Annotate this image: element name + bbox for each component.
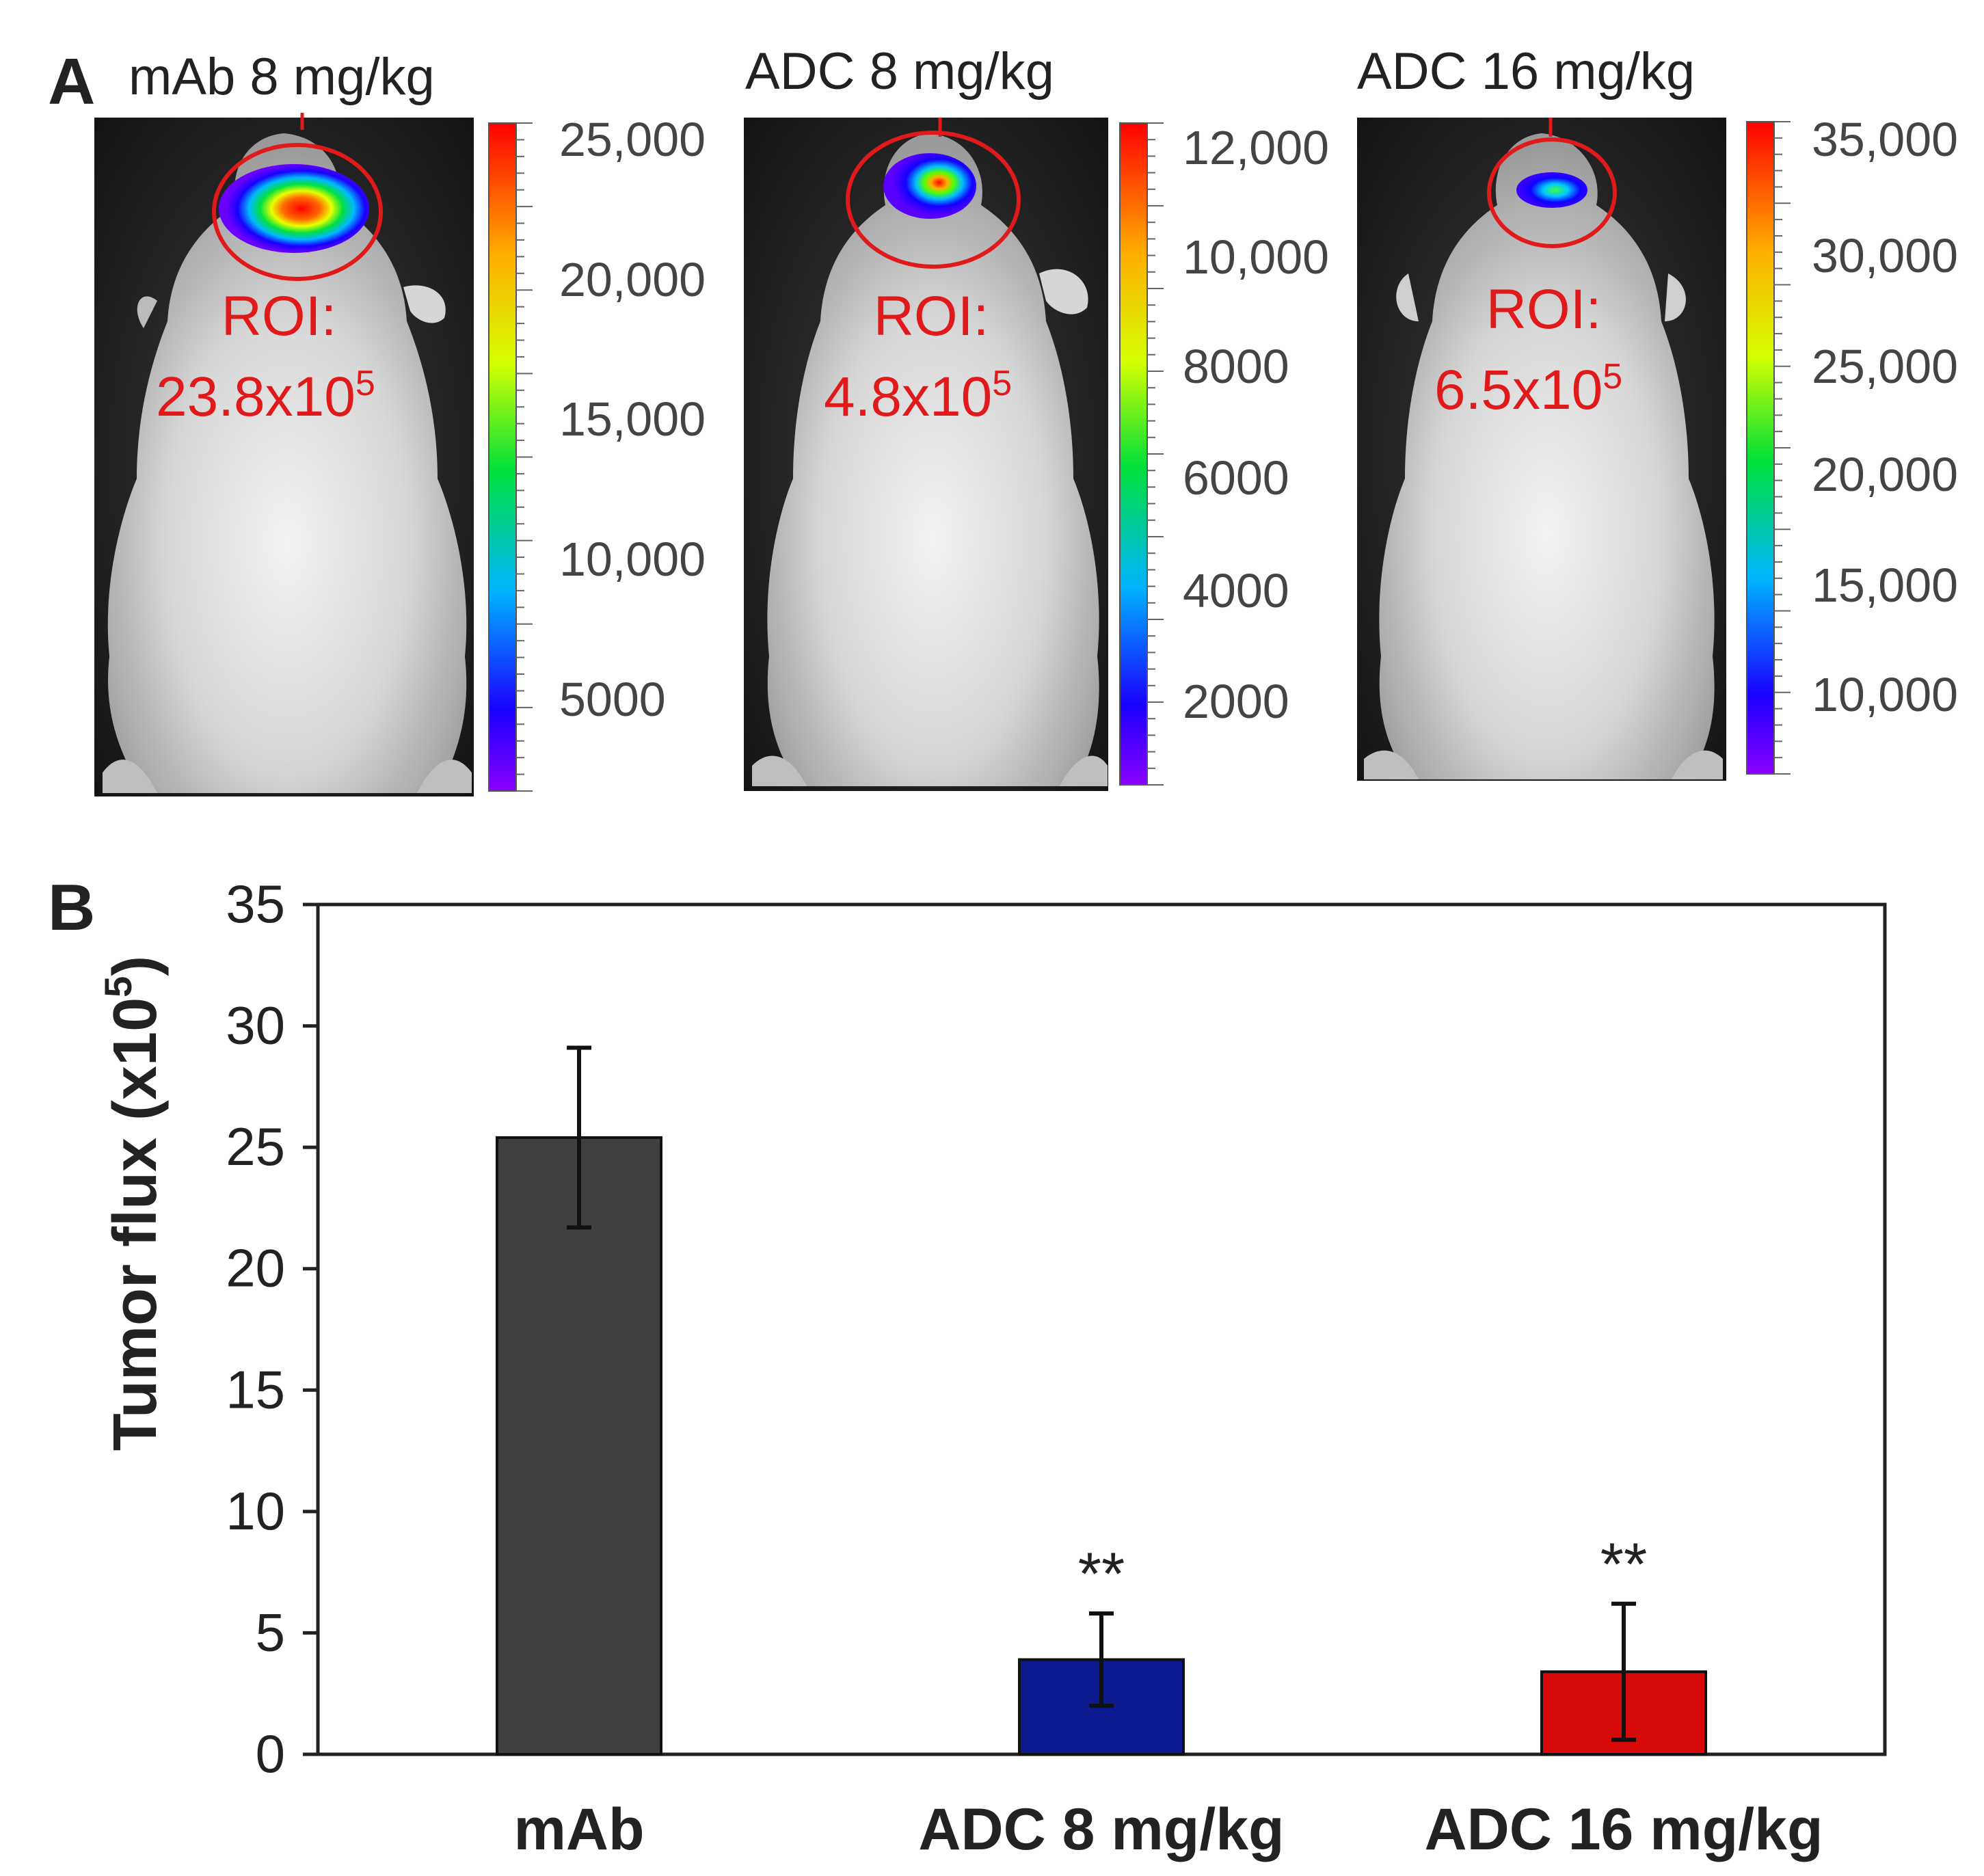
panel-title: mAb 8 mg/kg [129,48,435,106]
mouse-image [744,118,1108,791]
y-axis-title-exponent: 5 [96,976,139,997]
bioluminescence-hotspot [219,164,369,253]
x-category-label: mAb [513,1797,644,1862]
y-axis-title-text: Tumor flux (x10 [101,997,170,1451]
roi-exponent: 5 [992,364,1012,403]
color-scale-labels: 12,000 10,000 8000 6000 4000 2000 [1183,121,1329,728]
bar-chart: 0 5 10 15 20 25 30 35 ** ** mAb ADC 8 mg/kg ADC 16… [96,874,1887,1862]
y-tick-label: 35 [226,874,285,934]
roi-label: ROI: [1486,278,1602,340]
image-panel-mab: mAb 8 mg/kg ROI: 23.8x105 25,000 20,000 … [94,48,706,796]
scale-tick-label: 10,000 [1812,668,1958,721]
bioluminescence-hotspot [1516,172,1587,208]
x-category-label: ADC 16 mg/kg [1424,1797,1823,1862]
roi-label: ROI: [222,285,337,347]
scale-tick-label: 15,000 [1812,559,1958,612]
scale-tick-label: 20,000 [559,253,706,306]
panel-title: ADC 8 mg/kg [745,42,1054,100]
roi-value: 6.5x105 [1434,357,1622,421]
roi-circle [1487,137,1617,248]
roi-circle [212,143,383,281]
scale-tick-label: 10,000 [1183,230,1329,284]
y-axis: 0 5 10 15 20 25 30 35 [226,874,318,1784]
panel-a-letter: A [48,45,95,118]
y-axis-title-close: ) [101,956,170,976]
color-scale-minor-ticks [1147,122,1164,786]
y-axis-title: Tumor flux (x105) [96,956,170,1451]
scale-tick-label: 2000 [1183,675,1289,728]
color-scale-bar [1746,121,1775,775]
scale-tick-label: 30,000 [1812,229,1958,282]
image-panel-adc-16: ADC 16 mg/kg ROI: 6.5x105 35,000 30,000 … [1357,42,1958,781]
image-panel-adc-8: ADC 8 mg/kg ROI: 4.8x105 12,000 10,000 8… [744,42,1329,791]
significance-marker: ** [1078,1540,1125,1607]
mouse-image [1357,118,1726,781]
scale-tick-label: 6000 [1183,451,1289,505]
scale-tick-label: 8000 [1183,340,1289,393]
roi-exponent: 5 [1603,357,1622,397]
color-scale-minor-ticks [516,122,533,792]
panel-b-letter: B [48,871,95,944]
color-scale-labels: 25,000 20,000 15,000 10,000 5000 [559,113,706,726]
x-axis-labels: mAb ADC 8 mg/kg ADC 16 mg/kg [513,1797,1823,1862]
scale-tick-label: 20,000 [1812,448,1958,501]
scale-tick-label: 25,000 [559,113,706,166]
color-scale-bar [488,122,517,792]
bar [496,1136,662,1756]
x-category-label: ADC 8 mg/kg [918,1797,1284,1862]
scale-tick-label: 5000 [559,673,666,726]
panel-title: ADC 16 mg/kg [1357,42,1695,100]
y-tick-label: 20 [226,1238,285,1298]
y-tick-label: 25 [226,1116,285,1177]
significance-marker: ** [1600,1530,1648,1598]
roi-label: ROI: [874,285,989,347]
roi-mantissa: 6.5x10 [1434,359,1603,421]
bioluminescence-hotspot [883,153,976,219]
y-tick-label: 10 [226,1481,285,1541]
scale-tick-label: 10,000 [559,533,706,586]
scale-tick-label: 25,000 [1812,340,1958,393]
roi-mantissa: 4.8x10 [824,366,992,428]
roi-value: 4.8x105 [824,364,1012,428]
y-tick-label: 15 [226,1359,285,1419]
y-tick-label: 0 [256,1724,285,1784]
color-scale-minor-ticks [1774,121,1791,775]
scale-tick-label: 4000 [1183,564,1289,617]
color-scale-bar [1119,122,1148,786]
roi-mantissa: 23.8x10 [156,366,356,428]
roi-value: 23.8x105 [156,364,375,428]
scale-tick-label: 15,000 [559,392,706,446]
y-tick-label: 30 [226,995,285,1056]
bars: ** ** [496,1045,1707,1756]
color-scale-labels: 35,000 30,000 25,000 20,000 15,000 10,00… [1812,113,1958,721]
scale-tick-label: 35,000 [1812,113,1958,166]
scale-tick-label: 12,000 [1183,121,1329,174]
roi-exponent: 5 [356,364,375,403]
roi-circle [846,131,1021,269]
y-tick-label: 5 [256,1602,285,1662]
